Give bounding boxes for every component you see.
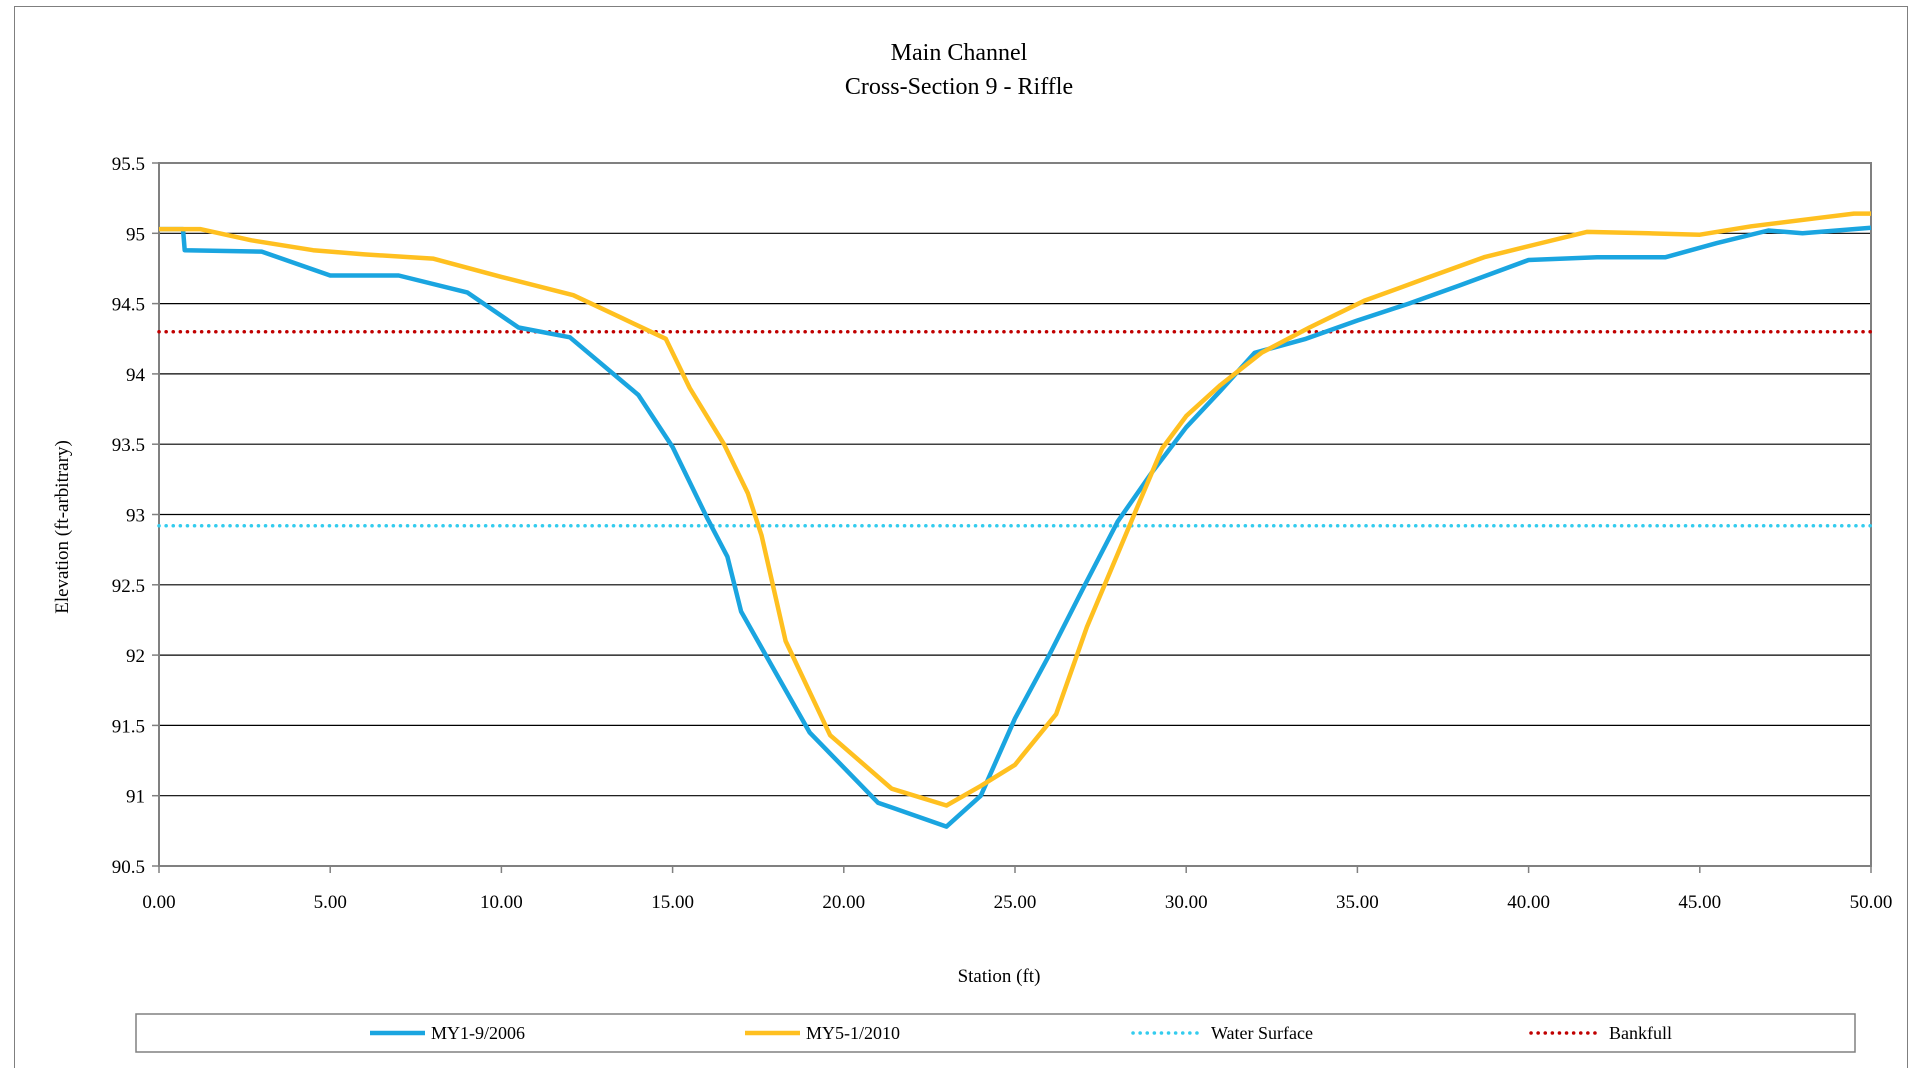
chart-subtitle: Cross-Section 9 - Riffle [845, 74, 1073, 100]
y-tick-label-9: 95 [126, 224, 145, 245]
legend-label-water-surface: Water Surface [1211, 1023, 1313, 1043]
x-tick-label-6: 30.00 [1165, 892, 1208, 913]
y-tick-label-8: 94.5 [112, 295, 145, 316]
chart-frame: Main Channel Cross-Section 9 - Riffle 90… [14, 6, 1908, 1068]
y-tick-label-3: 92 [126, 646, 145, 667]
x-tick-label-0: 0.00 [142, 892, 175, 913]
legend-label-my1-9-2006: MY1-9/2006 [431, 1023, 525, 1043]
x-axis-label: Station (ft) [958, 966, 1041, 987]
x-tick-label-1: 5.00 [314, 892, 347, 913]
x-tick-labels: 0.00 5.00 10.00 15.00 20.00 25.00 30.00 35.00 40… [142, 866, 1892, 913]
x-tick-label-7: 35.00 [1336, 892, 1379, 913]
chart: Main Channel Cross-Section 9 - Riffle 90… [52, 40, 1892, 1053]
gridlines [159, 162, 1871, 867]
y-tick-label-4: 92.5 [112, 576, 145, 597]
x-tick-label-9: 45.00 [1678, 892, 1721, 913]
y-tick-label-10: 95.5 [112, 154, 145, 175]
legend-label-my5-1-2010: MY5-1/2010 [806, 1023, 900, 1043]
y-axis-label: Elevation (ft-arbitrary) [52, 440, 73, 614]
y-tick-label-7: 94 [126, 365, 146, 386]
y-tick-label-0: 90.5 [112, 857, 145, 878]
y-tick-label-1: 91 [126, 787, 145, 808]
y-tick-label-5: 93 [126, 506, 145, 527]
x-tick-label-3: 15.00 [651, 892, 694, 913]
chart-title: Main Channel [891, 40, 1028, 66]
x-tick-label-8: 40.00 [1507, 892, 1550, 913]
legend-label-bankfull: Bankfull [1609, 1023, 1672, 1043]
x-tick-label-2: 10.00 [480, 892, 523, 913]
y-tick-label-2: 91.5 [112, 716, 145, 737]
series-line-my5-1-2010 [159, 211, 1871, 808]
x-tick-label-5: 25.00 [994, 892, 1037, 913]
legend: MY1-9/2006 MY5-1/2010 Water Surface Bankful… [135, 1013, 1856, 1053]
series-line-my1-9-2006 [159, 225, 1872, 829]
series-layer [157, 211, 1873, 829]
y-tick-labels: 90.5 91 91.5 92 92.5 93 93.5 94 94.5 95 95.5 [112, 154, 159, 878]
y-tick-label-6: 93.5 [112, 435, 145, 456]
x-tick-label-10: 50.00 [1850, 892, 1893, 913]
x-tick-label-4: 20.00 [822, 892, 865, 913]
